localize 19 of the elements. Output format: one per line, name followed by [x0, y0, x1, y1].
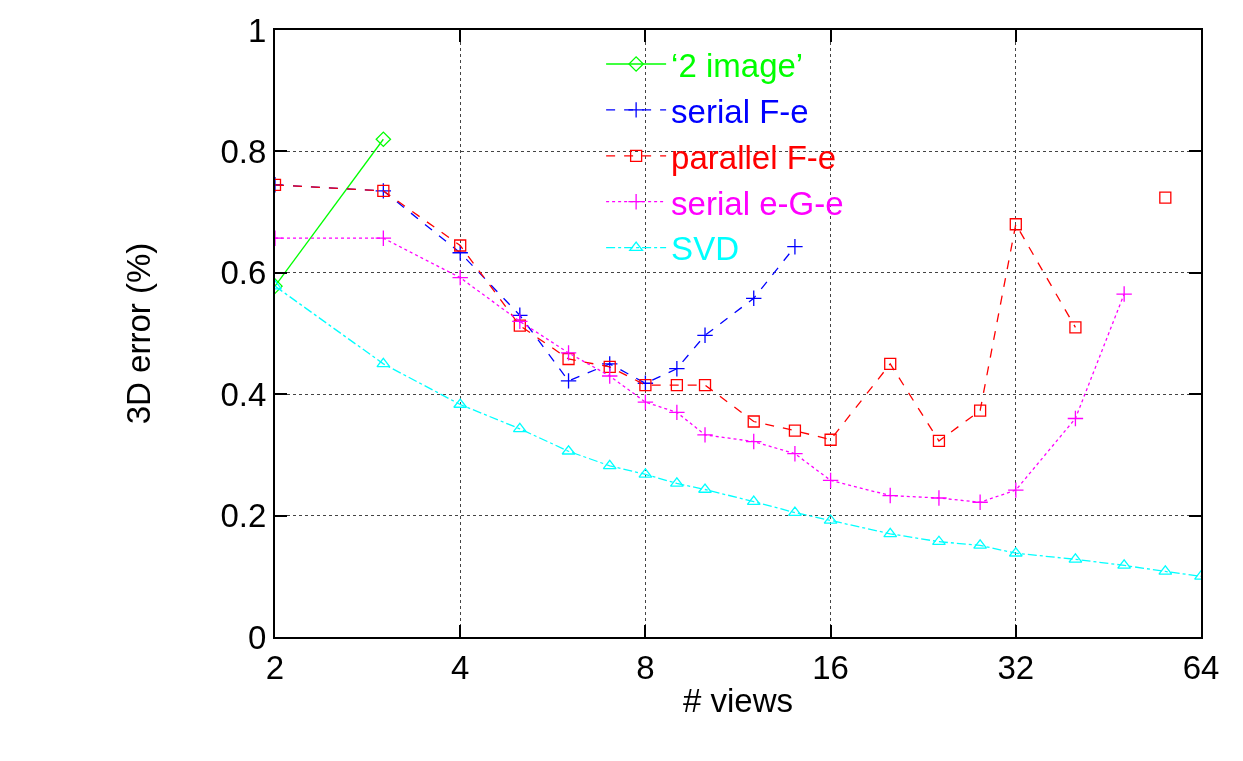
legend-label: ‘2 image’: [671, 46, 804, 84]
x-tick-label: 4: [451, 648, 470, 686]
y-tick-label: 0.4: [220, 375, 267, 413]
x-tick-label: 16: [812, 648, 849, 686]
x-tick-label: 32: [997, 648, 1035, 686]
legend-label: SVD: [671, 230, 739, 268]
y-tick-label: 0.8: [220, 132, 267, 170]
y-tick-label: 1: [248, 11, 267, 49]
x-tick-label: 8: [636, 648, 655, 686]
x-tick-label: 64: [1182, 648, 1220, 686]
y-tick-label: 0.6: [220, 254, 267, 292]
legend-label: serial e-G-e: [671, 184, 844, 222]
y-tick-label: 0: [248, 618, 267, 656]
y-axis-title: 3D error (%): [119, 242, 157, 425]
y-tick-label: 0.2: [220, 497, 267, 535]
x-axis-title: # views: [682, 681, 794, 719]
x-tick-label: 2: [265, 648, 285, 686]
legend-label: serial F-e: [671, 92, 809, 130]
legend-label: parallel F-e: [671, 138, 837, 176]
